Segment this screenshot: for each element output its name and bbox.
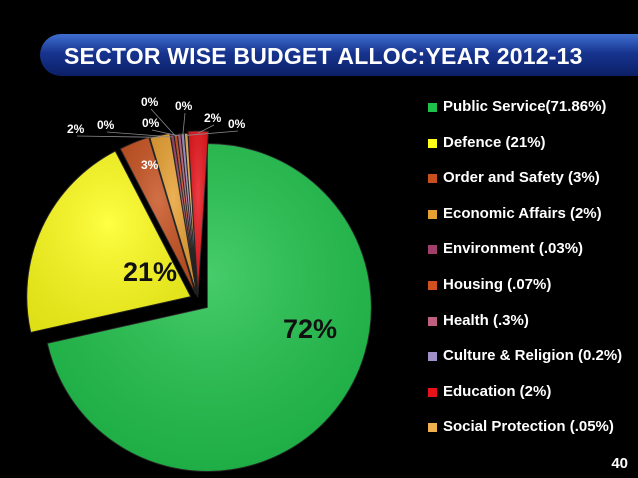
legend-item: Public Service(71.86%) — [428, 96, 638, 132]
legend-item: Social Protection (.05%) — [428, 416, 638, 452]
legend-item: Economic Affairs (2%) — [428, 203, 638, 239]
slide-title: SECTOR WISE BUDGET ALLOC:YEAR 2012-13 — [64, 43, 583, 69]
slice-data-label: 2% — [204, 111, 222, 125]
legend-swatch — [428, 316, 437, 326]
legend-item: Order and Safety (3%) — [428, 167, 638, 203]
leader-line — [198, 124, 215, 134]
legend-swatch — [428, 423, 437, 433]
chart-legend: Public Service(71.86%) Defence (21%) Ord… — [428, 96, 638, 452]
slice-data-label: 0% — [142, 116, 160, 130]
legend-swatch — [428, 387, 437, 397]
legend-item: Education (2%) — [428, 381, 638, 417]
slice-data-label: 21% — [123, 257, 177, 287]
title-bar — [40, 34, 638, 76]
legend-swatch — [428, 245, 437, 255]
legend-swatch — [428, 174, 437, 184]
legend-label: Culture & Religion (0.2%) — [443, 347, 623, 365]
leader-line — [186, 130, 239, 136]
pie-slice-shading — [149, 133, 197, 296]
pie-slice-shading — [188, 131, 209, 295]
leader-line — [150, 108, 177, 137]
leader-line — [76, 135, 161, 138]
legend-label: Social Protection (.05%) — [443, 418, 614, 436]
legend-item: Health (.3%) — [428, 310, 638, 346]
pie-slice-shading — [184, 133, 198, 298]
pie-slice-shading — [180, 133, 198, 298]
slice-data-label: 72% — [283, 314, 337, 344]
slice-data-label: 0% — [97, 118, 115, 132]
legend-label: Environment (.03%) — [443, 240, 584, 258]
slice-data-label: 0% — [175, 99, 193, 113]
legend-item: Housing (.07%) — [428, 274, 638, 310]
pie-slice-shading — [173, 134, 198, 298]
leader-line — [151, 129, 180, 137]
legend-label: Order and Safety (3%) — [443, 169, 600, 187]
legend-item: Culture & Religion (0.2%) — [428, 345, 638, 381]
slide-number: 40 — [611, 455, 628, 472]
legend-item: Environment (.03%) — [428, 238, 638, 274]
legend-label: Health (.3%) — [443, 311, 529, 329]
slice-data-label: 0% — [141, 95, 159, 109]
pie-slice-shading — [170, 134, 198, 298]
slice-data-label: 3% — [141, 158, 159, 172]
legend-label: Housing (.07%) — [443, 275, 552, 293]
pie-slice-shading — [26, 151, 191, 333]
legend-label: Public Service(71.86%) — [443, 98, 607, 115]
legend-swatch — [428, 352, 437, 362]
legend-item: Defence (21%) — [428, 132, 638, 168]
slice-data-label: 0% — [228, 117, 246, 131]
legend-swatch — [428, 138, 437, 148]
pie-slice-shading — [47, 143, 372, 472]
pie-slice-shading — [120, 137, 196, 295]
legend-swatch — [428, 103, 437, 112]
legend-swatch — [428, 209, 437, 219]
legend-label: Education (2%) — [443, 382, 552, 400]
legend-label: Defence (21%) — [443, 133, 546, 151]
leader-line — [106, 131, 173, 138]
slice-data-label: 2% — [67, 122, 85, 136]
leader-line — [182, 112, 186, 136]
legend-label: Economic Affairs (2%) — [443, 204, 602, 222]
legend-swatch — [428, 280, 437, 290]
pie-slice-shading — [177, 133, 198, 298]
